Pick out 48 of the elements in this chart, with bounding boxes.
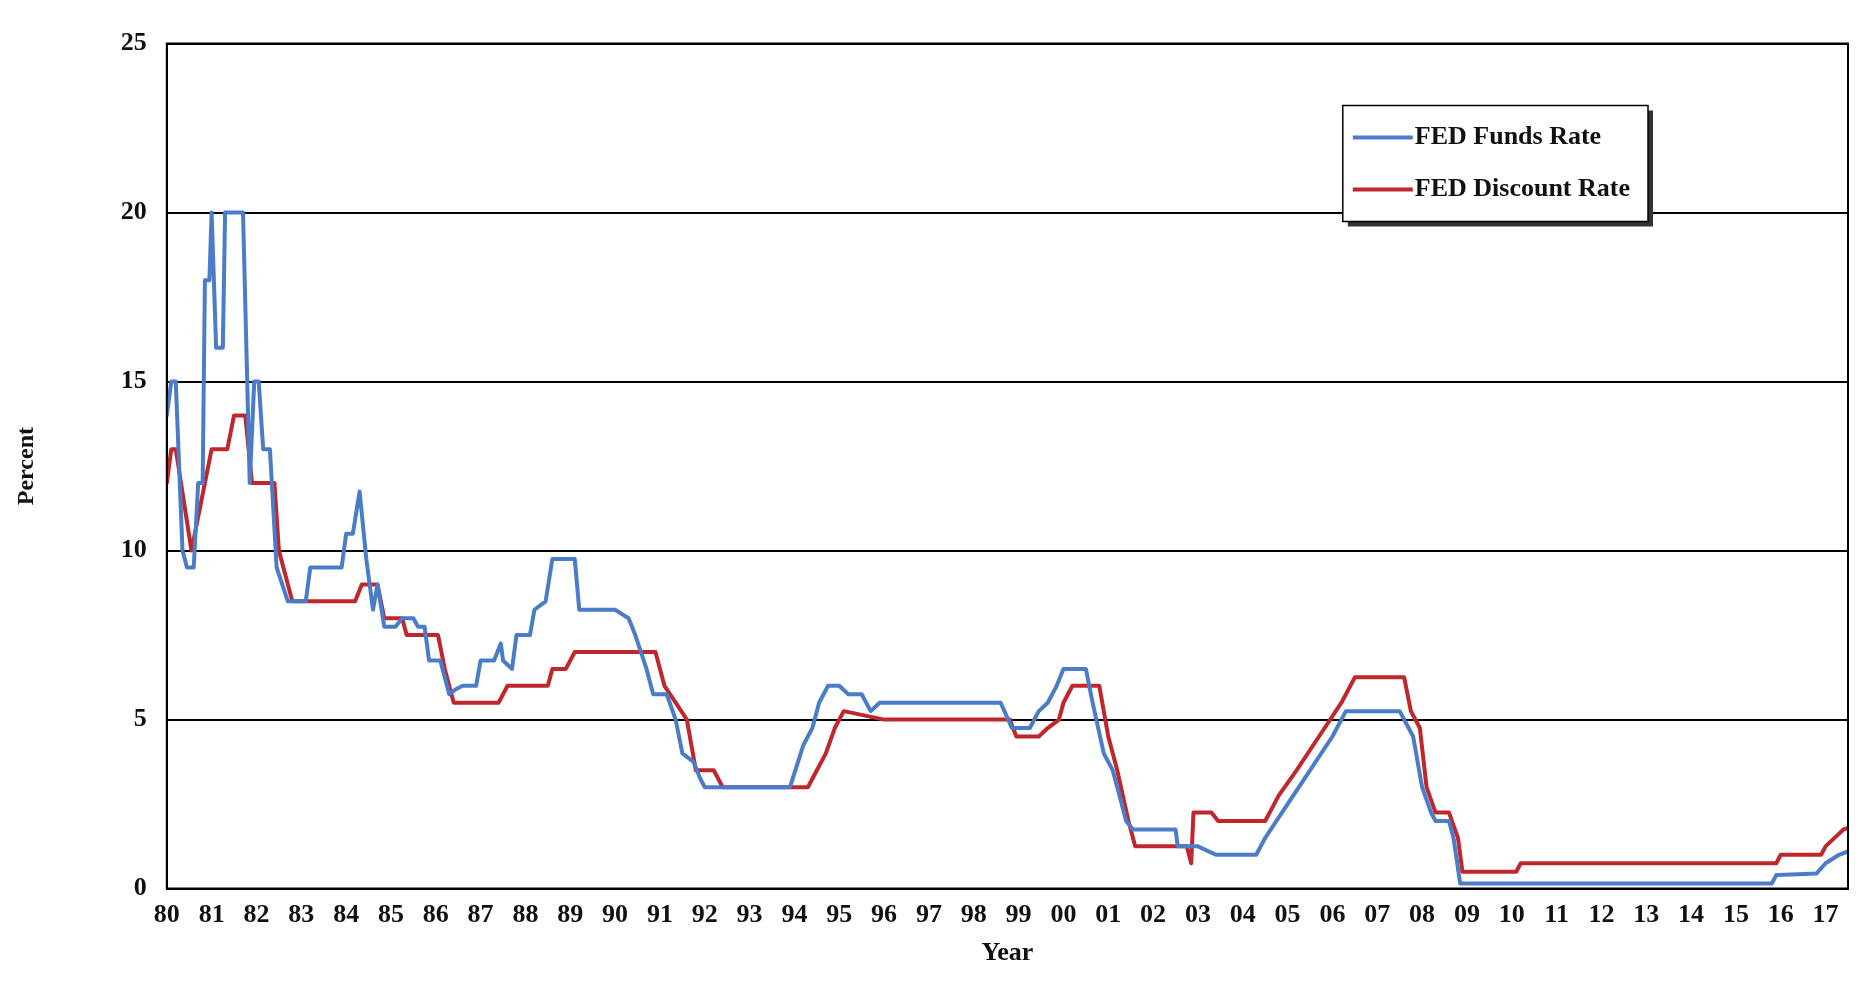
x-tick-label: 00 [1050,898,1077,928]
x-tick-label: 13 [1633,898,1660,928]
x-tick-label: 12 [1588,898,1615,928]
x-tick-label: 15 [1722,898,1749,928]
x-tick-label: 17 [1812,898,1839,928]
x-tick-label: 92 [691,898,718,928]
y-tick-label: 10 [120,534,147,564]
x-tick-label: 98 [960,898,987,928]
y-tick-label: 25 [120,27,147,57]
x-tick-label: 99 [1005,898,1032,928]
y-tick-label: 20 [120,196,147,226]
x-tick-label: 06 [1319,898,1346,928]
x-tick-label: 02 [1140,898,1167,928]
legend-label: FED Discount Rate [1414,173,1631,203]
x-tick-label: 97 [915,898,942,928]
x-tick-label: 93 [736,898,763,928]
x-tick-label: 10 [1498,898,1525,928]
x-tick-label: 09 [1453,898,1480,928]
y-axis-title: Percent [11,427,38,506]
x-tick-label: 91 [646,898,673,928]
x-tick-label: 82 [243,898,270,928]
y-tick-label: 15 [120,365,147,395]
x-tick-label: 83 [288,898,315,928]
x-tick-label: 11 [1544,898,1569,928]
x-tick-label: 04 [1229,898,1256,928]
x-tick-label: 07 [1364,898,1391,928]
x-tick-label: 80 [153,898,180,928]
x-tick-label: 87 [467,898,494,928]
x-tick-label: 85 [377,898,404,928]
x-tick-label: 95 [826,898,853,928]
x-tick-label: 01 [1095,898,1122,928]
x-tick-label: 89 [557,898,584,928]
x-tick-label: 90 [602,898,629,928]
x-tick-label: 84 [333,898,360,928]
legend-label: FED Funds Rate [1414,121,1602,151]
x-tick-label: 86 [422,898,449,928]
x-tick-label: 05 [1274,898,1301,928]
y-tick-label: 0 [133,872,147,902]
x-tick-label: 14 [1678,898,1705,928]
y-tick-label: 5 [133,703,147,733]
x-tick-label: 81 [198,898,225,928]
x-tick-label: 96 [871,898,898,928]
x-tick-label: 03 [1184,898,1211,928]
x-tick-label: 16 [1767,898,1794,928]
x-axis-title: Year [981,937,1034,967]
x-tick-label: 08 [1409,898,1436,928]
x-tick-label: 94 [781,898,808,928]
x-tick-label: 88 [512,898,539,928]
